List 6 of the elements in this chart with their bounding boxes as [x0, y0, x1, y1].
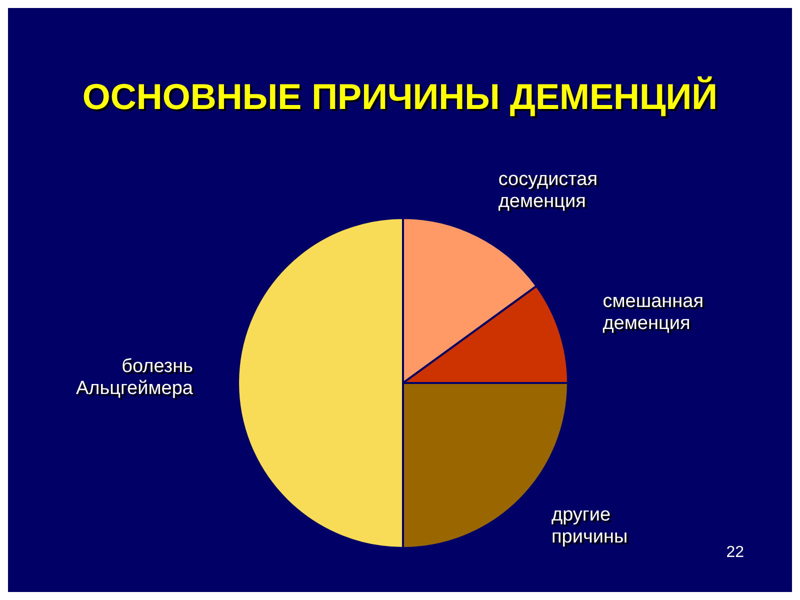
- slice-label: болезнь Альцгеймера: [76, 356, 194, 399]
- slice-label: другие причины: [551, 504, 628, 548]
- chart-title: ОСНОВНЫЕ ПРИЧИНЫ ДЕМЕНЦИЙ: [81, 76, 719, 118]
- slice-label: смешанная деменция: [602, 291, 704, 334]
- slice-label: сосудистая деменция: [498, 168, 598, 212]
- text: 22: [726, 544, 744, 562]
